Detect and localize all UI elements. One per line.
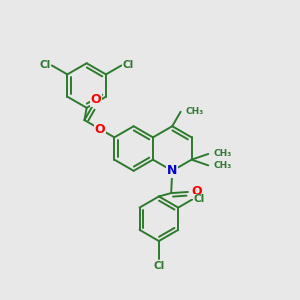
Text: Cl: Cl bbox=[40, 61, 51, 70]
Text: CH₃: CH₃ bbox=[214, 149, 232, 158]
Text: N: N bbox=[167, 164, 178, 177]
Text: CH₃: CH₃ bbox=[214, 161, 232, 170]
Text: Cl: Cl bbox=[153, 261, 164, 271]
Text: O: O bbox=[191, 185, 202, 199]
Text: O: O bbox=[94, 122, 105, 136]
Text: O: O bbox=[91, 93, 101, 106]
Text: Cl: Cl bbox=[194, 194, 205, 204]
Text: Cl: Cl bbox=[123, 61, 134, 70]
Text: CH₃: CH₃ bbox=[186, 106, 204, 116]
